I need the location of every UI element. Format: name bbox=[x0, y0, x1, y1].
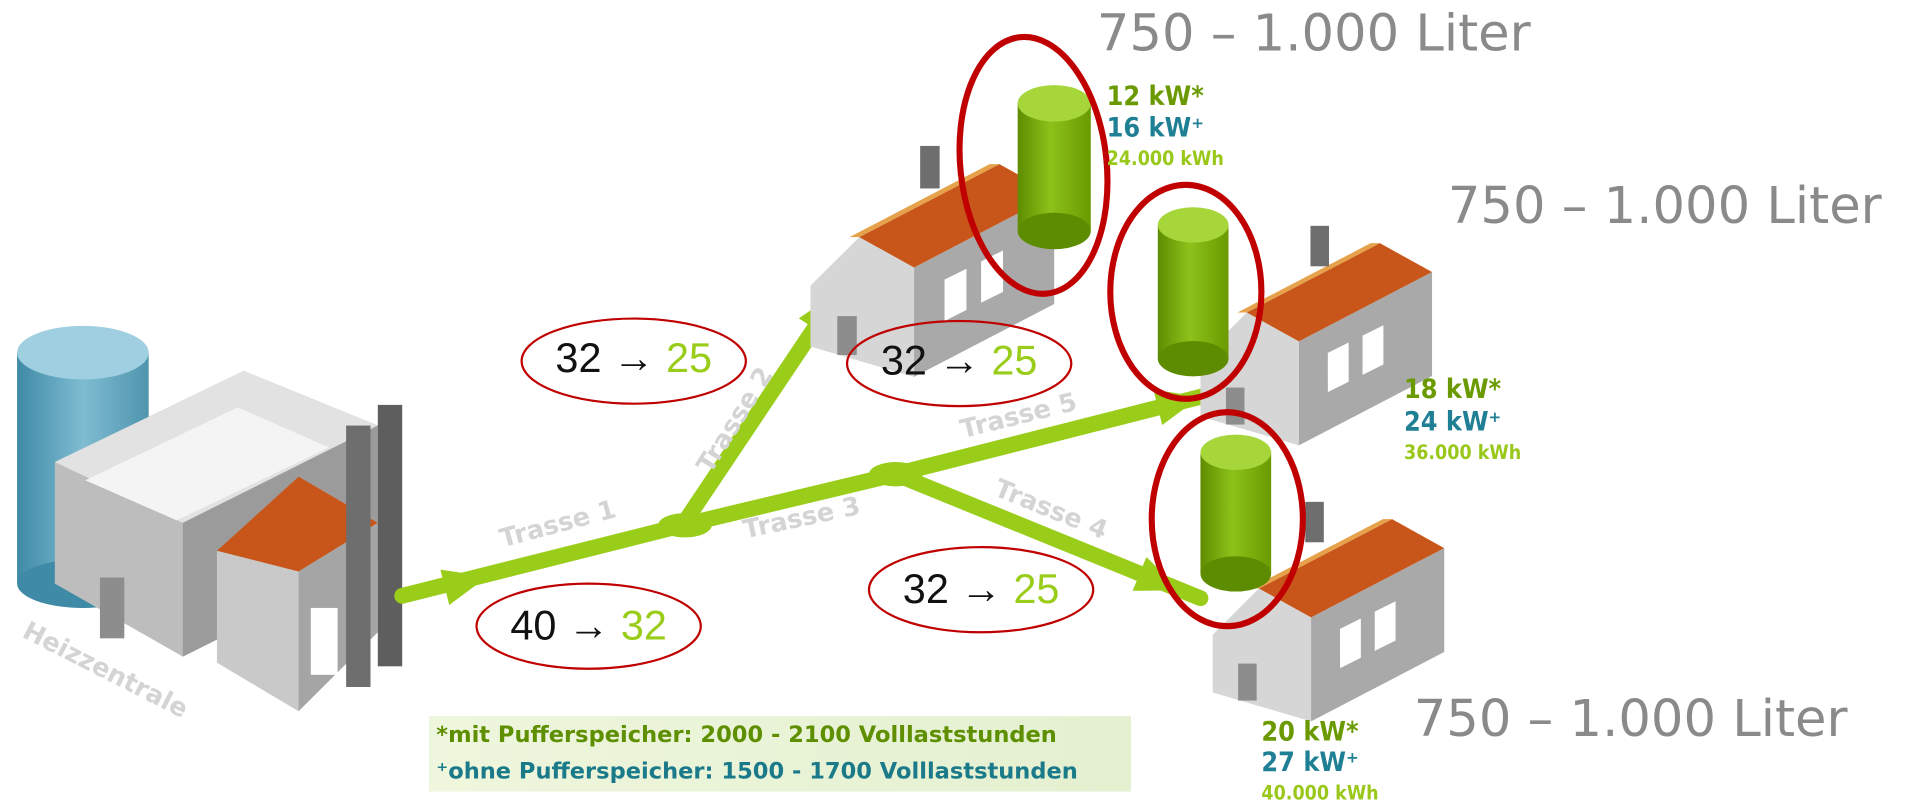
storage-tank bbox=[1200, 452, 1271, 574]
page: {"liter_label": "750 – 1.000 Liter", "so… bbox=[0, 0, 1911, 811]
flow-arrow: → bbox=[613, 335, 654, 381]
flow-label: 32 → 25 bbox=[881, 338, 1038, 384]
junction bbox=[658, 513, 712, 537]
storage-tank bbox=[1158, 225, 1229, 359]
storage-tank-top bbox=[1158, 207, 1229, 242]
storage-tank-bottom bbox=[1200, 556, 1271, 591]
flow-arrow: → bbox=[960, 566, 1001, 612]
flow-arrow: → bbox=[938, 338, 979, 384]
power-buffer: 20 kW* bbox=[1261, 717, 1359, 748]
storage-label: 750 – 1.000 Liter bbox=[1448, 177, 1883, 236]
house-door bbox=[1226, 388, 1245, 425]
storage-tank-top bbox=[1200, 435, 1271, 470]
tank-top bbox=[17, 326, 149, 379]
power-buffer: 12 kW* bbox=[1107, 81, 1205, 112]
flow-arrow: → bbox=[568, 603, 609, 649]
footnote: *mit Pufferspeicher: 2000 - 2100 Volllas… bbox=[436, 722, 1057, 748]
window bbox=[311, 608, 338, 675]
storage-tank-top bbox=[1018, 85, 1091, 121]
house-chimney bbox=[1310, 226, 1329, 266]
power-no-buffer: 27 kW⁺ bbox=[1261, 747, 1358, 778]
layout bbox=[17, 30, 1444, 722]
storage-tank-bottom bbox=[1018, 213, 1091, 249]
storage-tank bbox=[1018, 103, 1091, 231]
power-buffer: 18 kW* bbox=[1404, 374, 1502, 405]
flow-from: 32 bbox=[555, 335, 601, 381]
flow-label: 40 → 32 bbox=[510, 603, 667, 649]
energy: 40.000 kWh bbox=[1261, 781, 1378, 804]
storage-label: 750 – 1.000 Liter bbox=[1097, 5, 1532, 64]
flow-to: 25 bbox=[991, 338, 1037, 384]
flow-label: 32 → 25 bbox=[555, 335, 712, 381]
flow-from: 32 bbox=[881, 338, 927, 384]
power-no-buffer: 24 kW⁺ bbox=[1404, 407, 1501, 438]
flow-to: 25 bbox=[1013, 566, 1059, 612]
flow-from: 40 bbox=[510, 603, 556, 649]
flow-to: 32 bbox=[621, 603, 667, 649]
footnote: ⁺ohne Pufferspeicher: 1500 - 1700 Vollla… bbox=[436, 759, 1078, 785]
chimney bbox=[346, 426, 370, 687]
energy: 24.000 kWh bbox=[1107, 147, 1224, 170]
house-chimney bbox=[920, 146, 940, 189]
door bbox=[100, 578, 124, 639]
flow-label: 32 → 25 bbox=[903, 566, 1060, 612]
power-no-buffer: 16 kW⁺ bbox=[1107, 112, 1204, 143]
diagram: Trasse 1 Trasse 2 Trasse 3 Trasse 4 Tras… bbox=[0, 0, 1911, 811]
chimney bbox=[378, 405, 402, 666]
energy: 36.000 kWh bbox=[1404, 441, 1521, 464]
storage-label: 750 – 1.000 Liter bbox=[1414, 690, 1849, 749]
house-door bbox=[1238, 664, 1257, 701]
house-chimney bbox=[1305, 502, 1324, 542]
storage-tank-bottom bbox=[1158, 341, 1229, 376]
junction bbox=[869, 462, 923, 486]
flow-to: 25 bbox=[666, 335, 712, 381]
flow-from: 32 bbox=[903, 566, 949, 612]
